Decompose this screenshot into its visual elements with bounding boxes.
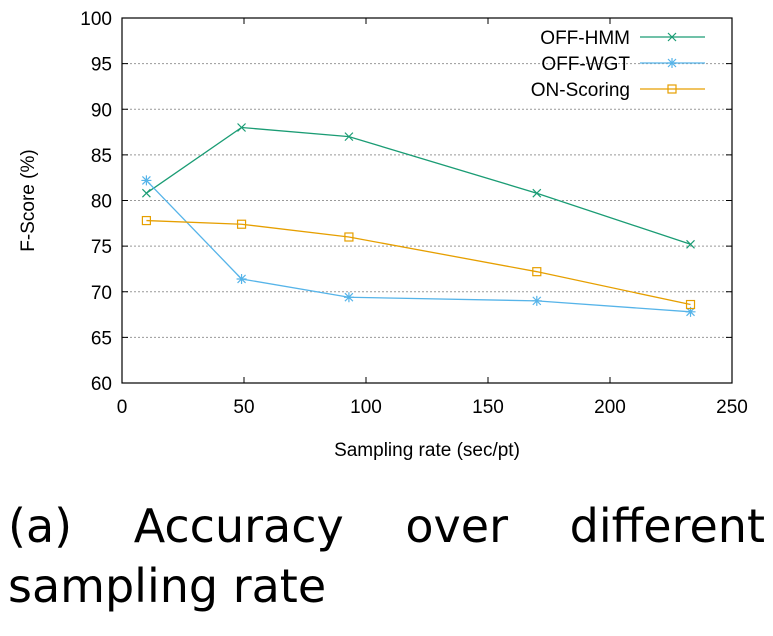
data-point-on-scoring [685, 299, 696, 310]
data-point-off-wgt [141, 175, 152, 186]
data-point-on-scoring [344, 232, 354, 242]
y-tick-label: 70 [91, 283, 112, 304]
data-point-on-scoring [532, 267, 542, 277]
data-point-on-scoring [141, 215, 151, 226]
data-point-off-hmm [141, 188, 151, 198]
x-tick-label: 100 [350, 397, 382, 418]
legend-label-off-hmm: OFF-HMM [540, 28, 630, 49]
y-tick-label: 60 [91, 374, 112, 395]
y-tick-label: 85 [91, 146, 112, 167]
line-chart: 60 65 70 75 80 85 90 95 100 0 50 100 150 200 250 Sampli… [18, 9, 748, 461]
series-line-on-scoring [146, 219, 691, 306]
legend-marker-off-hmm [667, 32, 677, 42]
y-tick-label: 95 [91, 55, 112, 76]
plot-frame [121, 17, 733, 384]
x-tick-label: 250 [716, 397, 748, 418]
data-point-off-hmm [686, 239, 695, 249]
x-axis-label: Sampling rate (sec/pt) [334, 440, 520, 461]
data-point-off-hmm [237, 123, 246, 132]
data-point-off-wgt [343, 292, 354, 303]
legend-marker-off-wgt [667, 58, 677, 68]
y-tick-label: 65 [91, 328, 112, 349]
data-point-off-hmm [344, 132, 354, 142]
x-tick-label: 150 [472, 397, 504, 418]
y-tick-label: 80 [91, 192, 112, 213]
data-point-off-wgt [531, 295, 542, 306]
y-tick-label: 75 [91, 237, 112, 258]
figure-caption: (a) Accuracy over different sampling rat… [8, 499, 765, 613]
x-tick-label: 50 [233, 397, 254, 418]
y-tick-label: 100 [80, 9, 112, 30]
legend-label-off-wgt: OFF-WGT [541, 54, 630, 75]
legend-marker-on-scoring [667, 84, 677, 94]
y-axis-label: F-Score (%) [18, 149, 39, 251]
data-point-on-scoring [236, 219, 247, 229]
data-point-off-hmm [532, 188, 542, 198]
data-point-off-wgt [236, 273, 247, 284]
series-line-off-hmm [146, 126, 691, 245]
y-tick-label: 90 [91, 100, 112, 121]
x-tick-label: 0 [117, 397, 128, 418]
legend-label-on-scoring: ON-Scoring [531, 80, 630, 101]
x-tick-label: 200 [594, 397, 626, 418]
